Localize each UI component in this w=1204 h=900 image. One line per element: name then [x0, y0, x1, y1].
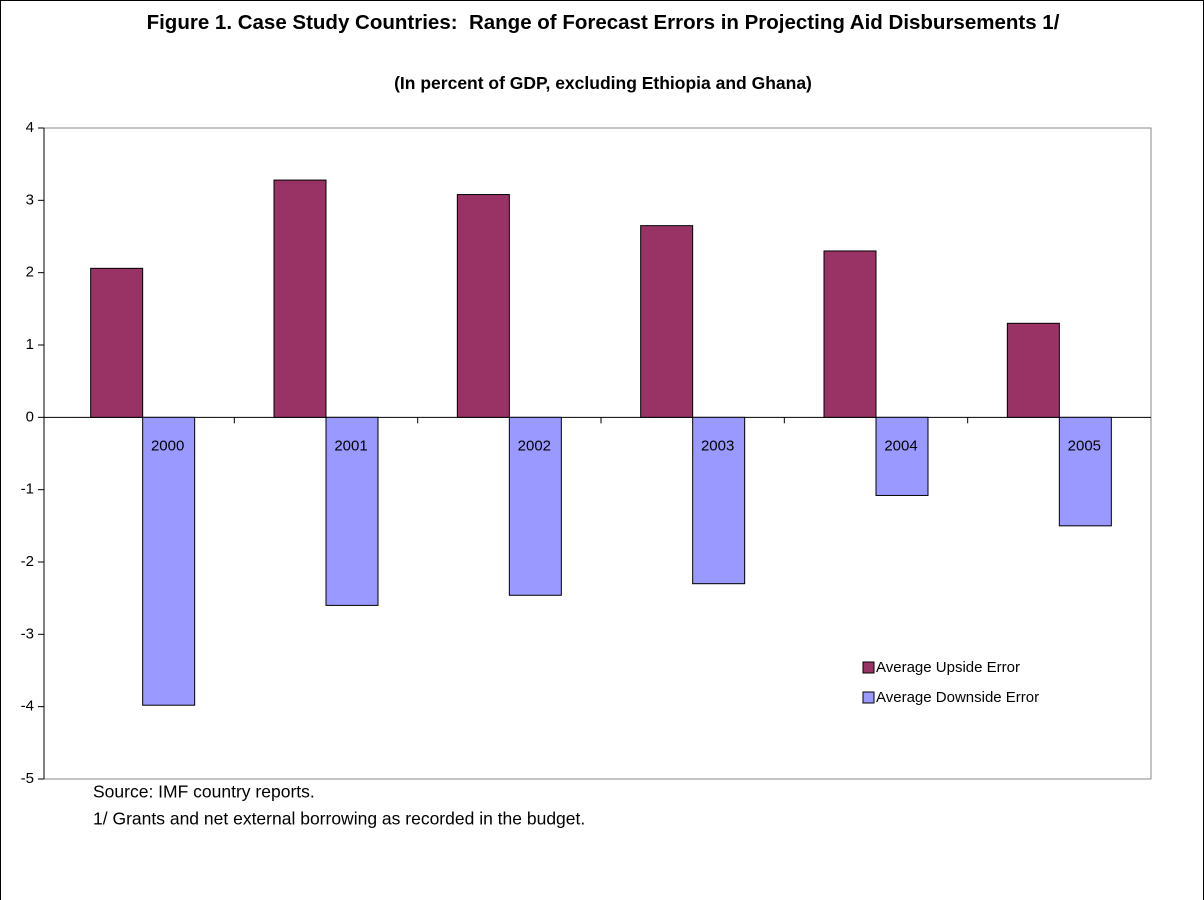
- y-tick-label: 1: [26, 336, 34, 353]
- bar: [640, 225, 694, 418]
- bar: [456, 194, 510, 418]
- bar: [142, 416, 196, 706]
- y-tick-label: -4: [21, 698, 34, 715]
- x-tick-label: 2003: [701, 437, 734, 454]
- chart-title: Figure 1. Case Study Countries: Range of…: [146, 11, 1060, 34]
- legend-label: Average Downside Error: [876, 689, 1039, 706]
- chart-subtitle: (In percent of GDP, excluding Ethiopia a…: [394, 73, 812, 93]
- legend-label: Average Upside Error: [876, 659, 1020, 676]
- source-note: Source: IMF country reports.: [93, 782, 315, 802]
- x-tick-label: 2002: [518, 437, 551, 454]
- x-tick-label: 2000: [151, 437, 184, 454]
- bar: [273, 179, 327, 418]
- bar: [823, 250, 877, 418]
- bar: [692, 416, 746, 585]
- y-tick-label: -5: [21, 770, 34, 787]
- y-tick-label: 2: [26, 264, 34, 281]
- x-tick-label: 2005: [1068, 437, 1101, 454]
- bar: [90, 267, 144, 418]
- y-tick-label: -3: [21, 625, 34, 642]
- bar: [508, 416, 562, 596]
- bar: [1006, 322, 1060, 418]
- bar: [325, 416, 379, 606]
- y-tick-label: 0: [26, 408, 34, 425]
- x-tick-label: 2001: [334, 437, 367, 454]
- legend-swatch: [862, 661, 875, 674]
- y-tick-label: -1: [21, 481, 34, 498]
- y-tick-label: -2: [21, 553, 34, 570]
- x-tick-label: 2004: [884, 437, 917, 454]
- plot-area: [43, 127, 1152, 780]
- legend-swatch: [862, 691, 875, 704]
- y-tick-label: 4: [26, 119, 34, 136]
- footnote: 1/ Grants and net external borrowing as …: [93, 809, 585, 829]
- y-tick-label: 3: [26, 191, 34, 208]
- bar: [1058, 416, 1112, 527]
- bar: [875, 416, 929, 496]
